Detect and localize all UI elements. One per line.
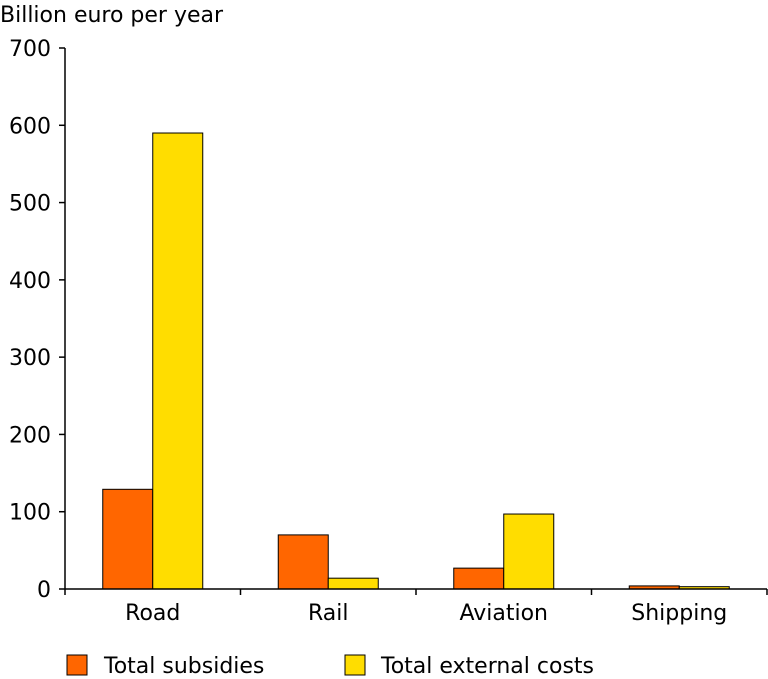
y-tick-label: 400	[9, 269, 51, 294]
y-tick-label: 700	[9, 37, 51, 62]
axes-group	[64, 48, 768, 595]
legend-label: Total subsidies	[103, 654, 264, 679]
x-categories-group: Road Rail Aviation Shipping	[125, 601, 727, 626]
x-category-label: Road	[125, 601, 180, 626]
y-axis-label: Billion euro per year	[0, 3, 224, 28]
legend: Total subsidies Total external costs	[66, 654, 594, 679]
y-tick-label: 500	[9, 192, 51, 217]
x-category-label: Shipping	[631, 601, 727, 626]
y-tick-label: 300	[9, 346, 51, 371]
legend-swatch	[66, 654, 88, 676]
bars-group	[102, 132, 730, 590]
bar-subsidies	[453, 567, 505, 590]
legend-swatch	[344, 654, 366, 676]
bar-external-costs	[327, 577, 379, 590]
y-tick-label: 600	[9, 114, 51, 139]
x-category-label: Aviation	[459, 601, 548, 626]
y-tick-label: 200	[9, 423, 51, 448]
y-tick-label: 0	[37, 578, 51, 603]
bar-external-costs	[152, 132, 204, 590]
bar-subsidies	[277, 534, 329, 590]
bar-external-costs	[503, 513, 555, 590]
y-tick-label: 100	[9, 501, 51, 526]
legend-label: Total external costs	[380, 654, 594, 679]
x-category-label: Rail	[308, 601, 349, 626]
bar-subsidies	[102, 488, 154, 590]
y-ticks-group: 0 100 200 300 400 500 600 700	[9, 37, 65, 603]
